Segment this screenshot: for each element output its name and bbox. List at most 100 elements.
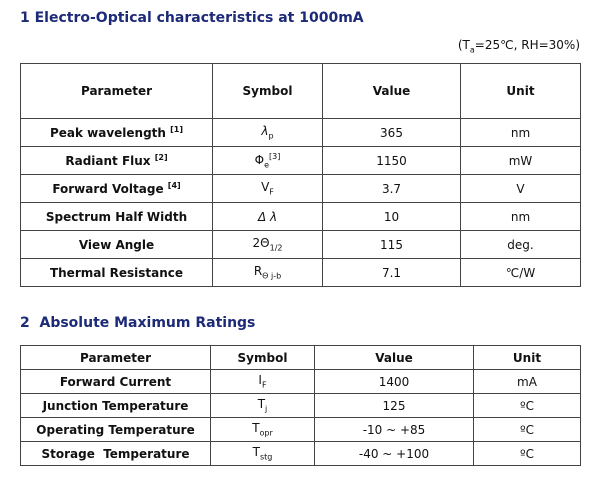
value-cell: 1150 xyxy=(322,146,461,175)
subscript: a xyxy=(469,45,475,55)
symbol: Φ xyxy=(254,152,265,167)
value-cell: 10 xyxy=(322,202,461,231)
header-cell: Unit xyxy=(473,345,581,370)
parameter-cell: Peak wavelength [1] xyxy=(20,118,213,147)
symbol: T xyxy=(252,445,260,460)
header-cell: Unit xyxy=(460,63,581,119)
subscript: p xyxy=(268,131,274,141)
symbol-cell: VF xyxy=(212,174,323,203)
parameter: Forward Current xyxy=(59,374,172,389)
value-cell: 115 xyxy=(322,230,461,259)
row: Radiant Flux [2] Φe[3] 1150 mW xyxy=(20,146,581,175)
parameter: Junction Temperature xyxy=(42,398,189,413)
row: Spectrum Half Width Δ λ 10 nm xyxy=(20,202,581,231)
unit-cell: mW xyxy=(460,146,581,175)
parameter-cell: Junction Temperature xyxy=(20,393,211,418)
footnote: [2] xyxy=(154,153,168,162)
superscript: [3] xyxy=(269,151,281,161)
symbol: λ xyxy=(261,124,269,139)
value-cell: 125 xyxy=(314,393,474,418)
symbol: I xyxy=(258,373,262,388)
subscript: e xyxy=(264,160,270,170)
parameter-cell: Spectrum Half Width xyxy=(20,202,213,231)
symbol: T xyxy=(252,421,260,436)
section-title: 2 Absolute Maximum Ratings xyxy=(20,315,256,331)
unit-cell: deg. xyxy=(460,230,581,259)
value-cell: 3.7 xyxy=(322,174,461,203)
symbol: 2Θ xyxy=(252,236,270,251)
row: Storage Temperature Tstg -40 ~ +100 ºC xyxy=(20,441,581,466)
parameter: View Angle xyxy=(78,237,155,252)
row: Forward Current IF 1400 mA xyxy=(20,369,581,394)
subscript: stg xyxy=(259,452,273,462)
parameter: Operating Temperature xyxy=(36,422,195,437)
footnote: [4] xyxy=(167,181,181,190)
value-cell: -10 ~ +85 xyxy=(314,417,474,442)
parameter-cell: Thermal Resistance xyxy=(20,258,213,287)
symbol-cell: RΘ j-b xyxy=(212,258,323,287)
symbol-cell: λp xyxy=(212,118,323,147)
parameter-cell: Storage Temperature xyxy=(20,441,211,466)
text: =25℃, RH=30%) xyxy=(474,38,580,52)
symbol: R xyxy=(253,264,263,279)
symbol: V xyxy=(261,180,270,195)
symbol-cell: Tj xyxy=(210,393,315,418)
unit-cell: mA xyxy=(473,369,581,394)
row: View Angle 2Θ1/2 115 deg. xyxy=(20,230,581,259)
parameter: Storage Temperature xyxy=(41,446,190,461)
unit-cell: ºC xyxy=(473,393,581,418)
header-row: Parameter Symbol Value Unit xyxy=(20,63,581,119)
row: Peak wavelength [1] λp 365 nm xyxy=(20,118,581,147)
subscript: 1/2 xyxy=(269,243,283,253)
header-cell: Parameter xyxy=(20,63,213,119)
symbol-cell: Δ λ xyxy=(212,202,323,231)
header-row: Parameter Symbol Value Unit xyxy=(20,345,581,370)
header-cell: Parameter xyxy=(20,345,211,370)
header-cell: Value xyxy=(322,63,461,119)
subscript: j xyxy=(265,404,268,414)
symbol-cell: IF xyxy=(210,369,315,394)
value-cell: 7.1 xyxy=(322,258,461,287)
header-cell: Symbol xyxy=(212,63,323,119)
row: Operating Temperature Topr -10 ~ +85 ºC xyxy=(20,417,581,442)
table: Parameter Symbol Value Unit Peak wavelength … xyxy=(20,63,581,287)
unit-cell: ℃/W xyxy=(460,258,581,287)
text: (T xyxy=(457,38,470,52)
row: Thermal Resistance RΘ j-b 7.1 ℃/W xyxy=(20,258,581,287)
section-title: 1 Electro-Optical characteristics at 100… xyxy=(20,10,364,26)
conditions: (Ta=25℃, RH=30%) xyxy=(458,38,580,54)
symbol: T xyxy=(257,397,266,412)
row: Junction Temperature Tj 125 ºC xyxy=(20,393,581,418)
unit-cell: nm xyxy=(460,118,581,147)
value-cell: 365 xyxy=(322,118,461,147)
parameter-cell: Forward Voltage [4] xyxy=(20,174,213,203)
unit-cell: V xyxy=(460,174,581,203)
symbol: Δ λ xyxy=(257,209,278,224)
symbol-cell: 2Θ1/2 xyxy=(212,230,323,259)
parameter: Radiant Flux xyxy=(65,154,151,168)
subscript: F xyxy=(269,187,274,197)
subscript: opr xyxy=(259,428,273,438)
table: Parameter Symbol Value Unit Forward Current I… xyxy=(20,345,581,466)
header-cell: Symbol xyxy=(210,345,315,370)
parameter-cell: Forward Current xyxy=(20,369,211,394)
parameter: Spectrum Half Width xyxy=(45,209,188,224)
unit-cell: ºC xyxy=(473,441,581,466)
symbol-cell: Tstg xyxy=(210,441,315,466)
value-cell: 1400 xyxy=(314,369,474,394)
parameter-cell: Radiant Flux [2] xyxy=(20,146,213,175)
parameter: Forward Voltage xyxy=(52,182,164,196)
symbol-cell: Φe[3] xyxy=(212,146,323,175)
row: Forward Voltage [4] VF 3.7 V xyxy=(20,174,581,203)
parameter: Peak wavelength xyxy=(49,126,166,140)
unit-cell: nm xyxy=(460,202,581,231)
footnote: [1] xyxy=(170,125,184,134)
subscript: F xyxy=(261,380,267,390)
subscript: Θ j-b xyxy=(262,271,282,281)
unit-cell: ºC xyxy=(473,417,581,442)
parameter-cell: View Angle xyxy=(20,230,213,259)
parameter-cell: Operating Temperature xyxy=(20,417,211,442)
parameter: Thermal Resistance xyxy=(49,265,184,280)
symbol-cell: Topr xyxy=(210,417,315,442)
